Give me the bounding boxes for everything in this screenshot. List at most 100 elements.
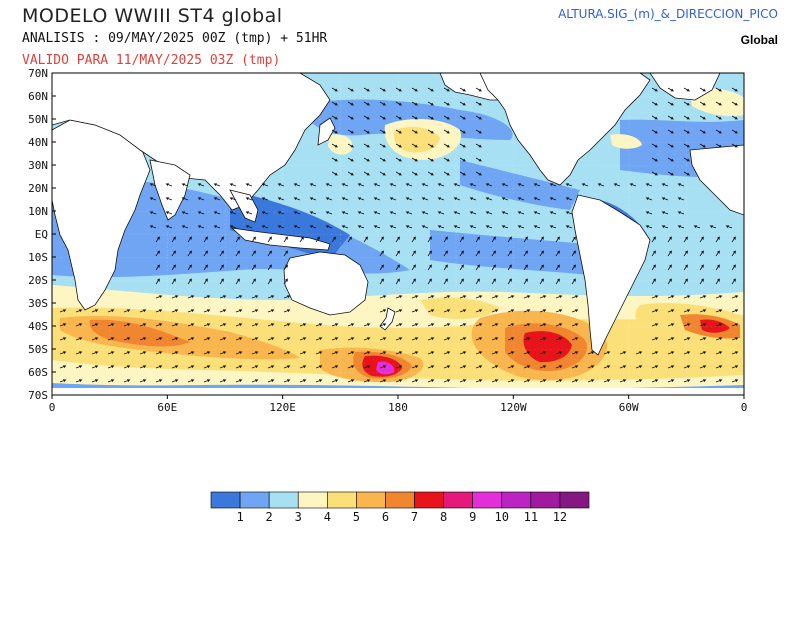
direction-arrow xyxy=(219,351,227,355)
direction-arrow xyxy=(75,323,83,327)
direction-arrow xyxy=(411,250,416,257)
direction-arrow xyxy=(283,323,291,327)
direction-arrow xyxy=(443,309,451,313)
direction-arrow xyxy=(715,143,722,148)
direction-arrow xyxy=(667,365,675,369)
direction-arrow xyxy=(565,197,573,201)
direction-arrow xyxy=(715,115,722,120)
direction-arrow xyxy=(699,101,706,106)
direction-arrow xyxy=(165,197,173,201)
direction-arrow xyxy=(251,236,256,243)
direction-arrow xyxy=(267,337,275,341)
direction-arrow xyxy=(517,225,525,229)
colorbar-label: 3 xyxy=(295,510,302,524)
direction-arrow xyxy=(283,295,291,299)
direction-arrow xyxy=(485,211,493,215)
direction-arrow xyxy=(123,309,131,313)
direction-arrow xyxy=(613,183,621,187)
direction-arrow xyxy=(533,225,541,229)
direction-arrow xyxy=(187,337,195,341)
colorbar-swatch xyxy=(327,491,357,509)
direction-arrow xyxy=(299,379,307,383)
direction-arrow xyxy=(299,351,307,355)
direction-arrow xyxy=(187,236,192,243)
direction-arrow xyxy=(395,171,402,176)
direction-arrow xyxy=(235,323,243,327)
colorbar-label: 10 xyxy=(495,510,509,524)
direction-arrow xyxy=(75,337,83,341)
direction-arrow xyxy=(731,278,736,285)
direction-arrow xyxy=(651,379,659,383)
direction-arrow xyxy=(219,264,224,271)
direction-arrow xyxy=(75,379,83,383)
direction-arrow xyxy=(587,365,595,369)
direction-arrow xyxy=(405,211,413,215)
direction-arrow xyxy=(347,143,354,148)
direction-arrow xyxy=(651,143,658,148)
direction-arrow xyxy=(139,309,147,313)
direction-arrow xyxy=(203,379,211,383)
direction-arrow xyxy=(267,351,275,355)
direction-arrow xyxy=(491,365,499,369)
direction-arrow xyxy=(651,250,656,257)
direction-arrow xyxy=(619,379,627,383)
direction-arrow xyxy=(347,365,355,369)
greenland-land xyxy=(649,73,721,101)
direction-arrow xyxy=(459,87,466,92)
direction-arrow xyxy=(491,379,499,383)
direction-arrow xyxy=(187,295,195,299)
direction-arrow xyxy=(699,129,706,134)
direction-arrow xyxy=(357,211,365,215)
direction-arrow xyxy=(469,183,477,187)
direction-arrow xyxy=(555,379,563,383)
direction-arrow xyxy=(731,379,739,383)
direction-arrow xyxy=(667,264,672,271)
direction-arrow xyxy=(731,115,738,120)
direction-arrow xyxy=(491,236,496,243)
direction-arrow xyxy=(395,379,403,383)
direction-arrow xyxy=(475,87,482,92)
direction-arrow xyxy=(437,183,445,187)
direction-arrow xyxy=(427,309,435,313)
direction-arrow xyxy=(203,309,211,313)
colorbar-label: 8 xyxy=(440,510,447,524)
direction-arrow xyxy=(229,211,237,215)
direction-arrow xyxy=(251,351,259,355)
direction-arrow xyxy=(571,351,579,355)
direction-arrow xyxy=(683,236,688,243)
direction-arrow xyxy=(507,379,515,383)
direction-arrow xyxy=(405,183,413,187)
colorbar-label: 5 xyxy=(353,510,360,524)
direction-arrow xyxy=(59,351,67,355)
direction-arrow xyxy=(379,337,387,341)
direction-arrow xyxy=(331,87,338,92)
lat-tick-label: 70S xyxy=(28,389,48,402)
direction-arrow xyxy=(699,351,707,355)
direction-arrow xyxy=(171,295,179,299)
direction-arrow xyxy=(379,323,387,327)
direction-arrow xyxy=(411,278,416,285)
direction-arrow xyxy=(283,250,288,257)
direction-arrow xyxy=(219,278,224,285)
direction-arrow xyxy=(331,236,336,243)
direction-arrow xyxy=(491,264,496,271)
direction-arrow xyxy=(197,211,205,215)
direction-arrow xyxy=(395,278,400,285)
direction-arrow xyxy=(517,197,525,201)
direction-arrow xyxy=(379,278,384,285)
direction-arrow xyxy=(267,365,275,369)
direction-arrow xyxy=(523,295,531,299)
direction-arrow xyxy=(363,129,370,134)
direction-arrow xyxy=(427,351,435,355)
direction-arrow xyxy=(603,365,611,369)
direction-arrow xyxy=(571,236,576,243)
direction-arrow xyxy=(459,309,467,313)
colorbar-label: 7 xyxy=(411,510,418,524)
direction-arrow xyxy=(651,157,658,162)
direction-arrow xyxy=(619,351,627,355)
direction-arrow xyxy=(661,197,669,201)
direction-arrow xyxy=(475,236,480,243)
lon-tick-label: 120W xyxy=(500,401,527,414)
direction-arrow xyxy=(341,197,349,201)
direction-arrow xyxy=(235,264,240,271)
